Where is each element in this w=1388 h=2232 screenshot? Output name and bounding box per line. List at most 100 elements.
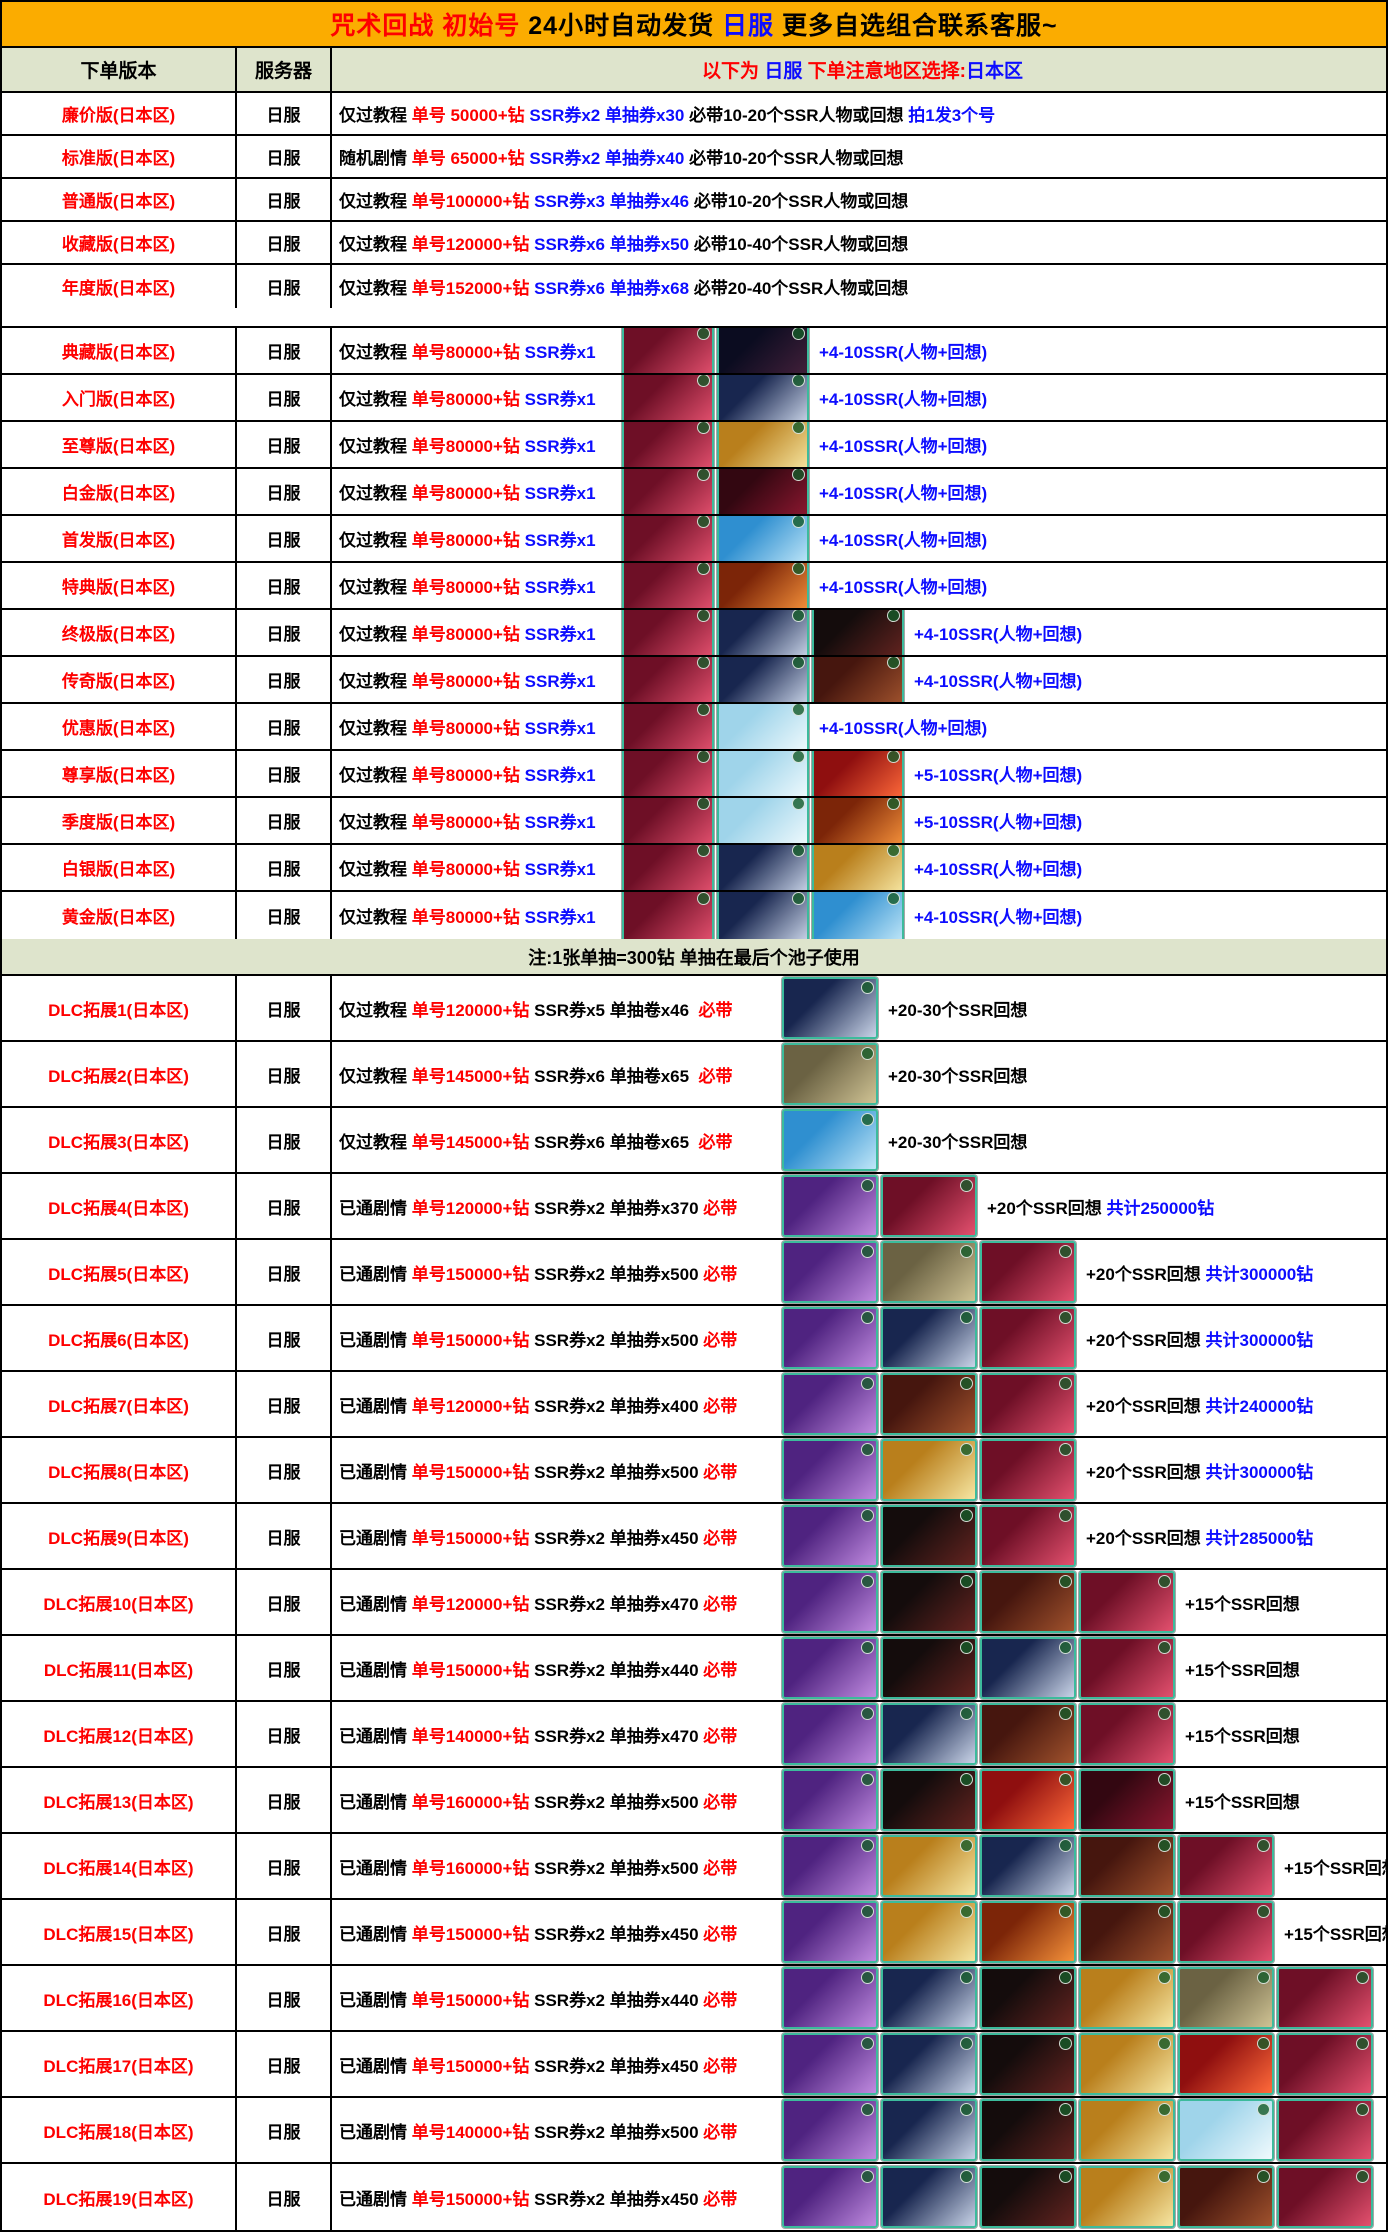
character-card-art (980, 1373, 1076, 1435)
character-card-art (980, 2099, 1076, 2161)
character-card-art (812, 610, 904, 655)
server-label: 日服 (266, 1528, 301, 1548)
text-segment: +20个SSR回想 (1086, 1396, 1206, 1416)
content-text: 仅过教程 单号 50000+钻 SSR券x2 单抽券x30 必带10-20个SS… (339, 101, 995, 126)
content-cell: 仅过教程 单号80000+钻 SSR券x1 +4-10SSR(人物+回想) (332, 892, 1386, 939)
server-label: 日服 (266, 484, 301, 503)
column-header-server: 服务器 (237, 48, 332, 91)
character-card-art (881, 1637, 977, 1699)
text-segment: 必带 (703, 1594, 742, 1614)
text-segment: 已通剧情 (339, 1330, 412, 1350)
content-text: 仅过教程 单号120000+钻 SSR券x6 单抽券x50 必带10-40个SS… (339, 230, 908, 255)
dlc-versions-section: DLC拓展1(日本区) 日服 仅过教程 单号120000+钻 SSR券x5 单抽卷x… (2, 976, 1386, 2230)
character-card-art (980, 1703, 1076, 1765)
version-cell: DLC拓展17(日本区) (2, 2032, 237, 2096)
text-segment: +4-10SSR(人物+回想) (819, 437, 988, 456)
server-label: 日服 (266, 1792, 301, 1812)
cards-strip: +20-30个SSR回想 (782, 977, 1027, 1039)
text-segment: SSR券x2 单抽券x500 (534, 2122, 704, 2142)
column-header-row: 下单版本 服务器 以下为 日服 下单注意地区选择:日本区 (2, 48, 1386, 93)
table-row: DLC拓展1(日本区) 日服 仅过教程 单号120000+钻 SSR券x5 单抽卷x… (2, 976, 1386, 1042)
text-segment: 单号120000+钻 (411, 1000, 535, 1020)
table-row: 首发版(日本区) 日服 仅过教程 单号80000+钻 SSR券x1 +4-10SSR(… (2, 516, 1386, 563)
table-row: DLC拓展19(日本区) 日服 已通剧情 单号150000+钻 SSR券x2 单抽券… (2, 2164, 1386, 2230)
text-segment: SSR券x1 (524, 390, 596, 409)
text-segment: 仅过教程 (339, 625, 412, 644)
version-cell: 至尊版(日本区) (2, 422, 237, 467)
table-row: DLC拓展2(日本区) 日服 仅过教程 单号145000+钻 SSR券x6 单抽卷x… (2, 1042, 1386, 1108)
cards-strip: +15个SSR回想 (782, 1835, 1386, 1897)
text-segment: 必带 (703, 1990, 742, 2010)
character-card-art (782, 1043, 878, 1105)
text-segment: 必带 (703, 1330, 742, 1350)
text-segment: 单号80000+钻 (411, 437, 525, 456)
table-row: DLC拓展3(日本区) 日服 仅过教程 单号145000+钻 SSR券x6 单抽卷x… (2, 1108, 1386, 1174)
bonus-text: +20个SSR回想 共计300000钻 (1086, 1458, 1313, 1483)
table-row: DLC拓展6(日本区) 日服 已通剧情 单号150000+钻 SSR券x2 单抽券x… (2, 1306, 1386, 1372)
bonus-text: +4-10SSR(人物+回想) (819, 385, 987, 410)
table-row: DLC拓展7(日本区) 日服 已通剧情 单号120000+钻 SSR券x2 单抽券x… (2, 1372, 1386, 1438)
character-card-art (812, 798, 904, 843)
standard-versions-section: 廉价版(日本区) 日服 仅过教程 单号 50000+钻 SSR券x2 单抽券x30 … (2, 93, 1386, 308)
character-card-art (812, 657, 904, 702)
character-card-art (980, 1769, 1076, 1831)
text-segment: +4-10SSR(人物+回想) (914, 908, 1083, 927)
content-cell: 仅过教程 单号120000+钻 SSR券x5 单抽卷x46 必带 +20-30个… (332, 976, 1386, 1040)
content-cell: 仅过教程 单号80000+钻 SSR券x1 +4-10SSR(人物+回想) (332, 845, 1386, 890)
text-segment: 必带 (698, 1066, 738, 1086)
content-cell: 已通剧情 单号150000+钻 SSR券x2 单抽券x440 必带 +15个SS… (332, 1636, 1386, 1700)
version-label: 白金版(日本区) (61, 484, 176, 503)
cards-strip: +20-30个SSR回想 (782, 1043, 1027, 1105)
text-segment: 已通剧情 (339, 1990, 412, 2010)
version-cell: 终极版(日本区) (2, 610, 237, 655)
content-cell: 已通剧情 单号150000+钻 SSR券x2 单抽券x500 必带 +20个SS… (332, 1240, 1386, 1304)
character-card-art (812, 845, 904, 890)
text-segment: 单号120000+钻 (411, 235, 535, 254)
character-card-art (881, 1967, 977, 2029)
character-card-art (717, 328, 809, 373)
text-segment: 单号150000+钻 (411, 2056, 535, 2076)
character-card-art (782, 1175, 878, 1237)
content-text: 已通剧情 单号160000+钻 SSR券x2 单抽券x500 必带 (339, 1854, 742, 1879)
version-cell: 黄金版(日本区) (2, 892, 237, 939)
character-card-art (1277, 2166, 1373, 2228)
content-text: 已通剧情 单号150000+钻 SSR券x2 单抽券x440 必带 (339, 1656, 742, 1681)
cards-strip: +4-10SSR(人物+回想) (622, 563, 987, 608)
version-label: DLC拓展17(日本区) (43, 2056, 194, 2076)
table-row: DLC拓展18(日本区) 日服 已通剧情 单号140000+钻 SSR券x2 单抽券… (2, 2098, 1386, 2164)
server-label: 日服 (266, 1198, 301, 1218)
cards-strip: +4-10SSR(人物+回想) (622, 704, 987, 749)
version-cell: DLC拓展10(日本区) (2, 1570, 237, 1634)
character-card-art (1277, 2099, 1373, 2161)
table-row: DLC拓展16(日本区) 日服 已通剧情 单号150000+钻 SSR券x2 单抽券… (2, 1966, 1386, 2032)
content-cell: 仅过教程 单号152000+钻 SSR券x6 单抽券x68 必带20-40个SS… (332, 265, 1386, 308)
character-card-art (881, 1703, 977, 1765)
bonus-text: +20个SSR回想 共计285000钻 (1086, 1524, 1313, 1549)
server-cell: 日服 (237, 1438, 332, 1502)
version-label: 优惠版(日本区) (61, 719, 176, 738)
bonus-text: +4-10SSR(人物+回想) (914, 620, 1082, 645)
version-cell: DLC拓展7(日本区) (2, 1372, 237, 1436)
text-segment: SSR券x1 (524, 578, 596, 597)
bonus-text: +4-10SSR(人物+回想) (819, 432, 987, 457)
character-card-art (717, 469, 809, 514)
text-segment: 仅过教程 (339, 484, 412, 503)
character-card-art (881, 1241, 977, 1303)
cards-strip: +4-10SSR(人物+回想) (622, 516, 987, 561)
version-cell: DLC拓展12(日本区) (2, 1702, 237, 1766)
content-text: 仅过教程 单号80000+钻 SSR券x1 (339, 526, 596, 551)
cards-strip: +20个SSR回想 共计240000钻 (782, 1373, 1313, 1435)
character-card-art (1079, 1835, 1175, 1897)
text-segment: 日服 (722, 12, 782, 40)
text-segment: 单号80000+钻 (411, 390, 525, 409)
version-label: DLC拓展10(日本区) (43, 1594, 194, 1614)
server-cell: 日服 (237, 136, 332, 177)
text-segment: 单号150000+钻 (411, 1924, 535, 1944)
cards-strip: +20-30个SSR回想 (782, 1109, 1027, 1171)
character-card-art (622, 328, 714, 373)
table-row: 收藏版(日本区) 日服 仅过教程 单号120000+钻 SSR券x6 单抽券x50 … (2, 222, 1386, 265)
server-cell: 日服 (237, 1570, 332, 1634)
content-text: 仅过教程 单号80000+钻 SSR券x1 (339, 432, 596, 457)
text-segment: 仅过教程 (339, 343, 412, 362)
character-card-art (782, 2166, 878, 2228)
